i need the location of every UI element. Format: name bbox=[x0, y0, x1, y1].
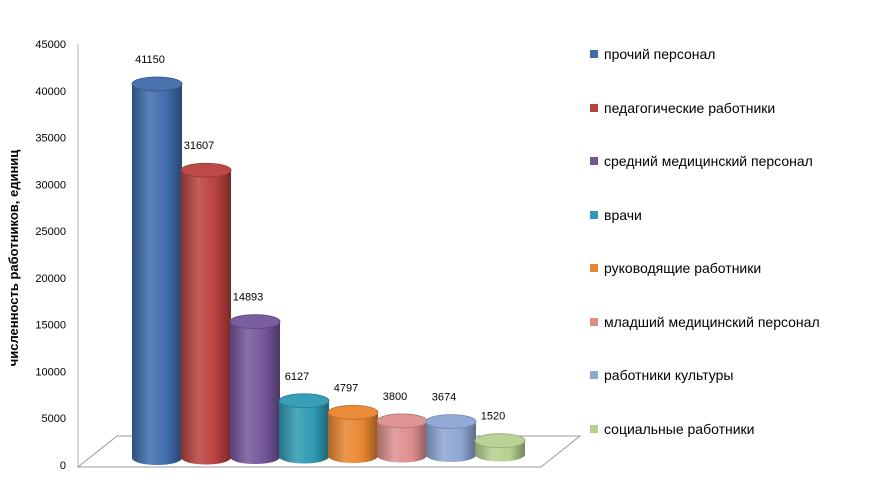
y-tick-label: 45000 bbox=[35, 39, 66, 51]
legend-label: руководящие работники bbox=[604, 260, 762, 276]
value-labels: 41150 31607 14893 6127 4797 3800 3674 1520 bbox=[135, 54, 505, 423]
y-tick-label: 20000 bbox=[35, 273, 66, 285]
bar bbox=[229, 314, 281, 464]
bar-body bbox=[377, 420, 427, 463]
bar-body bbox=[279, 400, 329, 464]
legend-swatch bbox=[590, 424, 598, 433]
bar-body bbox=[230, 321, 280, 464]
legend-item: врачи bbox=[590, 205, 642, 225]
bar bbox=[278, 393, 330, 464]
value-label: 4797 bbox=[334, 382, 358, 394]
bar-top bbox=[327, 405, 379, 420]
bar-body bbox=[328, 412, 378, 463]
legend-label: работники культуры bbox=[604, 367, 734, 383]
bar bbox=[474, 433, 526, 462]
y-tick-label: 30000 bbox=[35, 179, 66, 191]
bar-top bbox=[474, 433, 526, 449]
bar-top bbox=[180, 162, 232, 178]
value-label: 3674 bbox=[432, 392, 456, 404]
legend-swatch bbox=[590, 210, 598, 219]
bar-top bbox=[229, 314, 281, 330]
chart-floor bbox=[76, 435, 582, 468]
y-tick-label: 35000 bbox=[35, 133, 66, 145]
y-tick-label: 40000 bbox=[35, 86, 66, 98]
value-label: 1520 bbox=[481, 411, 505, 423]
legend-item: средний медицинский персонал bbox=[590, 151, 813, 171]
legend-item: прочий персонал bbox=[590, 44, 715, 64]
y-axis-label: численность работников, единиц bbox=[6, 150, 21, 367]
bar-top bbox=[131, 76, 183, 92]
bar-body bbox=[181, 170, 231, 465]
legend-swatch bbox=[590, 50, 598, 58]
bar-body bbox=[132, 83, 182, 466]
y-tick-label: 15000 bbox=[35, 320, 66, 332]
y-tick-label: 0 bbox=[60, 460, 66, 472]
legend-item: работники культуры bbox=[590, 365, 733, 385]
legend-item: руководящие работники bbox=[590, 258, 761, 278]
bar-top bbox=[376, 413, 428, 429]
value-label: 14893 bbox=[233, 292, 264, 304]
legend-swatch bbox=[590, 317, 598, 326]
y-tick-label: 10000 bbox=[35, 366, 66, 378]
value-label: 31607 bbox=[184, 140, 215, 152]
bar-top bbox=[425, 414, 477, 430]
bar bbox=[131, 76, 183, 466]
y-tick-label: 5000 bbox=[42, 413, 66, 425]
legend-item: педагогические работники bbox=[590, 98, 775, 118]
bar bbox=[327, 405, 379, 463]
value-label: 3800 bbox=[383, 391, 407, 403]
bar bbox=[425, 414, 477, 462]
y-tick-label: 25000 bbox=[35, 226, 66, 238]
legend-swatch bbox=[590, 103, 598, 112]
legend-label: социальные работники bbox=[604, 420, 755, 437]
value-label: 41150 bbox=[135, 54, 165, 66]
legend-label: средний медицинский персонал bbox=[604, 153, 813, 169]
bar-top bbox=[278, 393, 330, 409]
legend-swatch bbox=[590, 157, 598, 165]
legend-label: прочий персонал bbox=[604, 46, 716, 62]
legend-label: педагогические работники bbox=[604, 99, 776, 116]
y-axis-ticks: 0 5000 10000 15000 20000 25000 30000 35000 40000… bbox=[35, 39, 66, 472]
value-label: 6127 bbox=[285, 371, 309, 383]
bar-body bbox=[426, 421, 476, 462]
bar bbox=[376, 413, 428, 463]
legend-swatch bbox=[590, 371, 598, 379]
legend-item: социальные работники bbox=[590, 419, 754, 439]
bars bbox=[131, 76, 526, 466]
legend-item: младший медицинский персонал bbox=[590, 312, 820, 332]
legend-label: младший медицинский персонал bbox=[604, 313, 820, 330]
bar bbox=[180, 162, 232, 465]
legend-label: врачи bbox=[604, 206, 642, 223]
legend-swatch bbox=[590, 264, 598, 272]
